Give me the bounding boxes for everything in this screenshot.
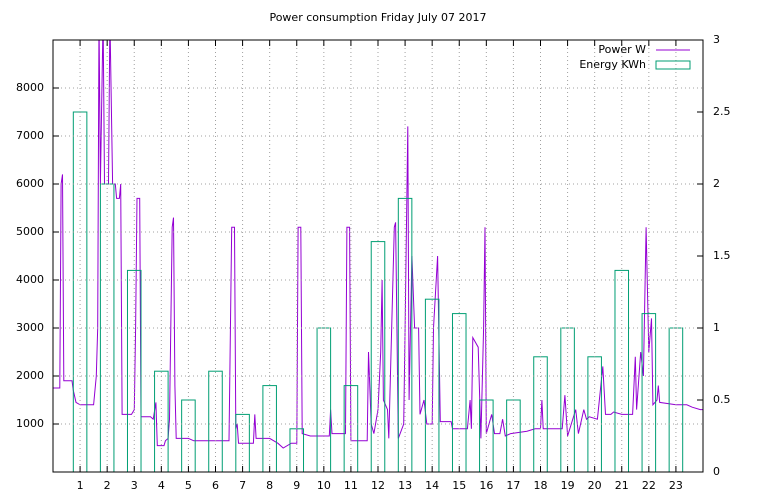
x-tick-label: 2 bbox=[104, 479, 111, 492]
x-tick-label: 16 bbox=[479, 479, 493, 492]
energy-box bbox=[451, 313, 467, 472]
legend-label: Energy KWh bbox=[579, 58, 646, 71]
x-tick-label: 10 bbox=[317, 479, 331, 492]
energy-box bbox=[641, 313, 657, 472]
y-tick-label: 5000 bbox=[16, 225, 44, 238]
chart-title: Power consumption Friday July 07 2017 bbox=[269, 11, 486, 24]
legend-swatch bbox=[655, 60, 691, 70]
y2-tick-label: 1.5 bbox=[713, 249, 731, 262]
x-tick-label: 11 bbox=[344, 479, 358, 492]
energy-box bbox=[154, 370, 169, 472]
x-tick-label: 8 bbox=[266, 479, 273, 492]
x-tick-label: 15 bbox=[452, 479, 466, 492]
legend-label: Power W bbox=[598, 43, 646, 56]
x-tick-label: 13 bbox=[398, 479, 412, 492]
energy-box bbox=[397, 197, 413, 472]
y-tick-label: 8000 bbox=[16, 81, 44, 94]
x-tick-label: 7 bbox=[239, 479, 246, 492]
x-tick-label: 19 bbox=[561, 479, 575, 492]
energy-box bbox=[208, 370, 223, 472]
x-tick-label: 9 bbox=[293, 479, 300, 492]
y2-tick-label: 2.5 bbox=[713, 105, 731, 118]
y2-tick-label: 0 bbox=[713, 465, 720, 478]
y-tick-label: 1000 bbox=[16, 417, 44, 430]
energy-box bbox=[370, 241, 386, 472]
x-tick-label: 1 bbox=[77, 479, 84, 492]
y-tick-label: 6000 bbox=[16, 177, 44, 190]
x-tick-label: 23 bbox=[669, 479, 683, 492]
y2-tick-label: 3 bbox=[713, 33, 720, 46]
x-tick-label: 20 bbox=[588, 479, 602, 492]
energy-box bbox=[614, 269, 630, 472]
power-line bbox=[53, 40, 703, 449]
x-tick-label: 3 bbox=[131, 479, 138, 492]
x-tick-label: 22 bbox=[642, 479, 656, 492]
energy-box bbox=[343, 385, 359, 472]
y-tick-label: 3000 bbox=[16, 321, 44, 334]
energy-box bbox=[262, 385, 277, 472]
x-tick-label: 5 bbox=[185, 479, 192, 492]
x-tick-label: 18 bbox=[534, 479, 548, 492]
x-tick-label: 14 bbox=[425, 479, 439, 492]
x-tick-label: 12 bbox=[371, 479, 385, 492]
x-tick-label: 17 bbox=[506, 479, 520, 492]
y2-tick-label: 2 bbox=[713, 177, 720, 190]
y2-tick-label: 1 bbox=[713, 321, 720, 334]
x-tick-label: 4 bbox=[158, 479, 165, 492]
energy-box bbox=[424, 298, 440, 472]
y-tick-label: 2000 bbox=[16, 369, 44, 382]
y2-tick-label: 0.5 bbox=[713, 393, 731, 406]
energy-box bbox=[126, 269, 142, 472]
y-tick-label: 7000 bbox=[16, 129, 44, 142]
x-tick-label: 6 bbox=[212, 479, 219, 492]
x-tick-label: 21 bbox=[615, 479, 629, 492]
y-tick-label: 4000 bbox=[16, 273, 44, 286]
